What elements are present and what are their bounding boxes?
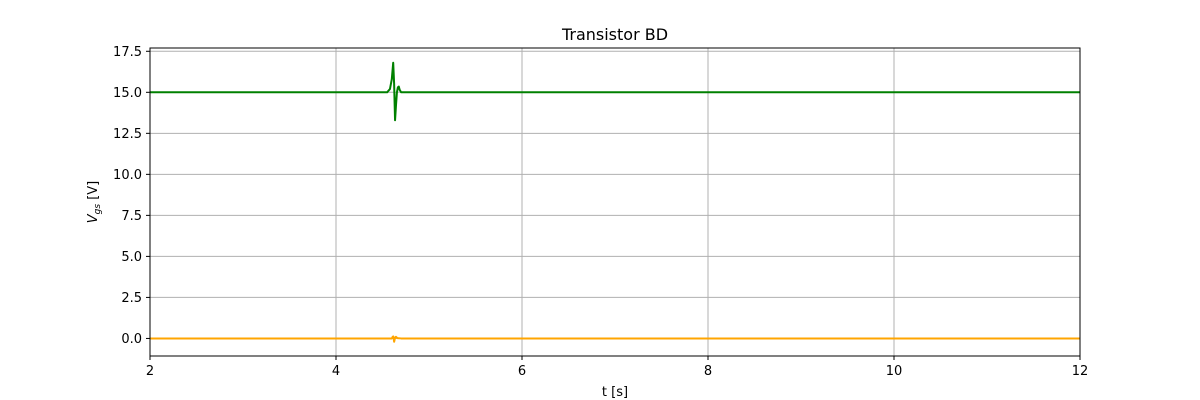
series-line-2	[150, 335, 1080, 343]
chart-title: Transistor BD	[561, 25, 668, 44]
y-tick-label: 10.0	[113, 168, 142, 183]
y-tick-label: 5.0	[121, 250, 142, 265]
y-axis-label-main: V	[86, 213, 101, 223]
series-lines	[150, 61, 1080, 343]
y-axis-label: Vgs [V]	[86, 181, 103, 223]
y-tick-label: 2.5	[121, 291, 142, 306]
grid-lines	[149, 48, 1081, 356]
x-tick-label: 10	[886, 364, 903, 379]
x-tick-label: 12	[1072, 364, 1089, 379]
x-axis: 2 4 6 8 10 12	[146, 356, 1088, 379]
y-tick-label: 7.5	[121, 209, 142, 224]
x-tick-label: 6	[518, 364, 526, 379]
series-line-1	[150, 61, 1080, 122]
y-axis-label-sub: gs	[93, 204, 103, 215]
x-tick-label: 8	[704, 364, 712, 379]
x-axis-label: t [s]	[602, 385, 628, 400]
x-tick-label: 2	[146, 364, 154, 379]
y-tick-label: 15.0	[113, 86, 142, 101]
plot-frame	[149, 47, 1081, 357]
y-axis: 0.0 2.5 5.0 7.5 10.0 12.5 15.0 17.5	[113, 45, 150, 347]
x-tick-label: 4	[332, 364, 340, 379]
y-tick-label: 0.0	[121, 332, 142, 347]
y-axis-label-unit: [V]	[86, 181, 101, 204]
y-tick-label: 17.5	[113, 45, 142, 60]
y-tick-label: 12.5	[113, 127, 142, 142]
